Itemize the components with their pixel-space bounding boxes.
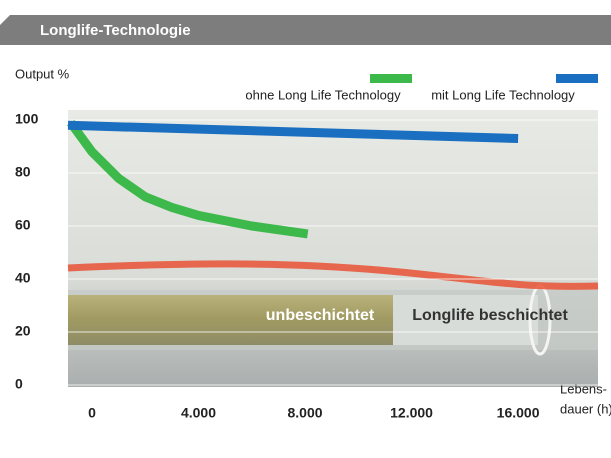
legend-swatch [556,74,598,83]
y-tick-label: 60 [15,217,31,233]
x-tick-label: 4.000 [181,405,216,421]
photo-background [67,110,599,387]
y-tick-label: 80 [15,164,31,180]
annotation: unbeschichtet [266,307,375,324]
data-line [67,120,519,144]
x-axis-label: dauer (h) [560,401,611,416]
y-tick-label: 0 [15,376,23,392]
header-title: Longlife-Technologie [40,22,191,39]
x-tick-label: 0 [88,405,96,421]
x-axis-label: Lebens- [560,381,607,396]
legend-swatch [370,74,412,83]
legend-label: mit Long Life Technology [431,87,575,102]
y-tick-label: 40 [15,270,31,286]
x-tick-label: 8.000 [288,405,323,421]
y-axis-label: Output % [15,66,70,81]
y-tick-label: 100 [15,111,39,127]
x-tick-label: 12.000 [390,405,433,421]
data-line [67,119,309,239]
header-bar [0,15,611,45]
legend-label: ohne Long Life Technology [245,87,401,102]
annotation: Longlife beschichtet [412,307,568,324]
x-tick-label: 16.000 [497,405,540,421]
y-tick-label: 20 [15,323,31,339]
